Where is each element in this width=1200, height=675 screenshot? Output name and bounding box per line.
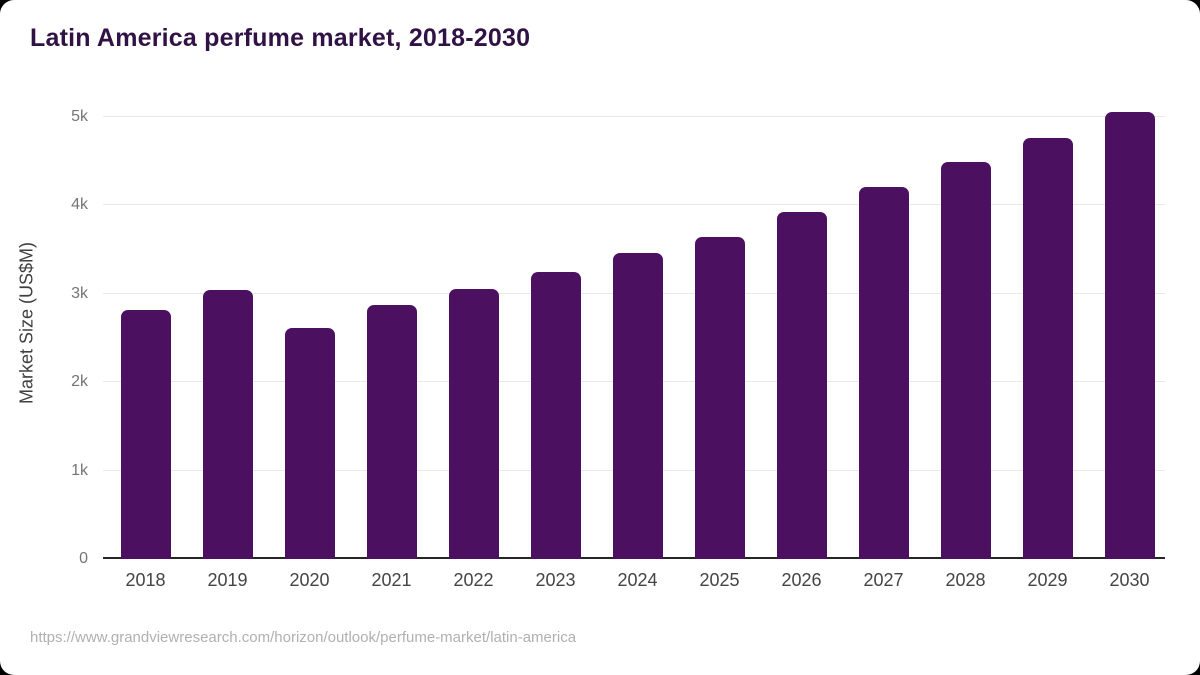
plot-area (103, 90, 1165, 559)
x-tick-2025: 2025 (699, 570, 740, 590)
bar-2022 (448, 289, 499, 559)
gridline-5k (103, 115, 1165, 117)
x-tick-2028: 2028 (945, 570, 986, 590)
y-tick-2k: 2k (71, 373, 88, 391)
bar-2020 (284, 328, 335, 559)
x-tick-2026: 2026 (781, 570, 822, 590)
y-tick-1k: 1k (71, 461, 88, 479)
bar-2028 (940, 161, 991, 559)
y-tick-5k: 5k (71, 107, 88, 125)
y-tick-3k: 3k (71, 284, 88, 302)
bar-2030 (1104, 112, 1155, 559)
x-tick-2019: 2019 (207, 570, 248, 590)
bar-2018 (120, 310, 171, 559)
x-tick-2030: 2030 (1109, 570, 1150, 590)
y-tick-4k: 4k (71, 196, 88, 214)
y-axis-title: Market Size (US$M) (16, 241, 37, 405)
bar-2026 (776, 212, 827, 559)
x-tick-2029: 2029 (1027, 570, 1068, 590)
bar-2021 (366, 305, 417, 559)
x-tick-2024: 2024 (617, 570, 658, 590)
bar-2023 (530, 272, 581, 559)
x-tick-2020: 2020 (289, 570, 330, 590)
bar-2024 (612, 252, 663, 559)
x-tick-2021: 2021 (371, 570, 412, 590)
x-tick-2027: 2027 (863, 570, 904, 590)
gridline-4k (103, 204, 1165, 206)
x-tick-2022: 2022 (453, 570, 494, 590)
y-tick-0: 0 (79, 550, 88, 567)
bar-2025 (694, 236, 745, 559)
source-url: https://www.grandviewresearch.com/horizo… (30, 629, 577, 646)
x-tick-2023: 2023 (535, 570, 576, 590)
bar-2029 (1022, 137, 1073, 559)
x-tick-2018: 2018 (125, 570, 166, 590)
bar-2027 (858, 187, 909, 559)
chart-title: Latin America perfume market, 2018-2030 (30, 24, 531, 52)
bar-2019 (202, 290, 253, 559)
